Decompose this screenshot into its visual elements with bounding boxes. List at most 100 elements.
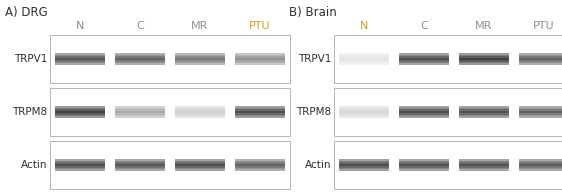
Bar <box>339 56 389 58</box>
Bar <box>339 55 389 56</box>
Bar <box>339 108 389 109</box>
Bar <box>56 159 105 161</box>
Text: TRPV1: TRPV1 <box>298 54 331 64</box>
Bar <box>400 111 448 112</box>
Bar <box>459 112 509 113</box>
Bar <box>400 60 448 62</box>
Bar <box>339 115 389 116</box>
Bar <box>459 116 509 118</box>
Bar <box>519 168 562 169</box>
Bar <box>56 169 105 171</box>
Bar <box>115 62 165 63</box>
Bar <box>459 58 509 59</box>
Bar <box>56 168 105 169</box>
Bar <box>115 161 165 162</box>
Bar <box>400 109 448 111</box>
Bar <box>459 169 509 171</box>
Bar <box>56 108 105 109</box>
Bar <box>519 55 562 56</box>
Bar <box>175 168 225 169</box>
Bar <box>519 63 562 65</box>
Bar <box>235 108 284 109</box>
Text: MR: MR <box>191 21 209 31</box>
Bar <box>519 58 562 59</box>
Bar <box>339 165 389 166</box>
Bar <box>175 162 225 164</box>
Bar <box>519 109 562 111</box>
Bar <box>339 59 389 60</box>
Bar <box>175 62 225 63</box>
Text: PTU: PTU <box>533 21 555 31</box>
Bar <box>175 112 225 113</box>
Bar <box>519 113 562 115</box>
Bar <box>56 164 105 165</box>
Bar <box>235 55 284 56</box>
Bar <box>459 165 509 166</box>
Bar <box>519 108 562 109</box>
Bar <box>519 165 562 166</box>
Bar <box>175 60 225 62</box>
Bar <box>339 111 389 112</box>
Bar <box>235 60 284 62</box>
Bar <box>339 161 389 162</box>
Bar <box>115 112 165 113</box>
Text: TRPV1: TRPV1 <box>13 54 47 64</box>
Bar <box>235 166 284 168</box>
Bar <box>519 164 562 165</box>
Bar <box>400 113 448 115</box>
Bar <box>235 115 284 116</box>
Bar <box>519 62 562 63</box>
Bar <box>235 58 284 59</box>
Bar <box>339 58 389 59</box>
Bar <box>400 165 448 166</box>
Bar <box>235 62 284 63</box>
Bar <box>175 109 225 111</box>
Bar <box>56 116 105 118</box>
Bar <box>56 166 105 168</box>
Bar <box>400 164 448 165</box>
Bar <box>235 162 284 164</box>
Bar <box>339 162 389 164</box>
Bar <box>400 161 448 162</box>
Bar <box>175 166 225 168</box>
Bar <box>339 113 389 115</box>
Text: PTU: PTU <box>249 21 271 31</box>
Bar <box>175 63 225 65</box>
Bar <box>115 60 165 62</box>
Bar <box>519 162 562 164</box>
Bar <box>175 58 225 59</box>
Bar <box>519 161 562 162</box>
Bar <box>115 164 165 165</box>
Text: C: C <box>136 21 144 31</box>
Bar <box>235 109 284 111</box>
Bar <box>400 53 448 55</box>
Bar <box>56 106 105 108</box>
Bar <box>235 106 284 108</box>
Bar <box>400 162 448 164</box>
Bar <box>175 56 225 58</box>
Bar <box>175 55 225 56</box>
Text: N: N <box>360 21 368 31</box>
Bar <box>459 55 509 56</box>
Bar <box>56 165 105 166</box>
Bar <box>459 162 509 164</box>
Bar <box>175 116 225 118</box>
Bar <box>115 165 165 166</box>
Bar <box>334 35 562 83</box>
Bar <box>235 111 284 112</box>
Bar <box>115 168 165 169</box>
Bar <box>400 59 448 60</box>
Bar <box>235 63 284 65</box>
Bar <box>400 63 448 65</box>
Bar <box>235 113 284 115</box>
Bar <box>175 164 225 165</box>
Bar <box>459 168 509 169</box>
Bar <box>115 55 165 56</box>
Bar <box>56 161 105 162</box>
Bar <box>175 53 225 55</box>
Bar <box>519 111 562 112</box>
Bar <box>175 111 225 112</box>
Bar <box>459 111 509 112</box>
Bar <box>56 111 105 112</box>
Bar <box>459 56 509 58</box>
